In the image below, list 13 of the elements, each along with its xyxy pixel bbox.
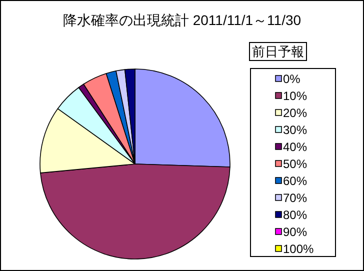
legend-label: 0% <box>283 72 301 86</box>
chart-title: 降水確率の出現統計 2011/11/1～11/30 <box>62 12 302 28</box>
legend-title: 前日予報 <box>252 44 304 59</box>
legend-label: 100% <box>283 242 314 256</box>
legend-label: 80% <box>283 208 308 222</box>
legend-label: 40% <box>283 140 308 154</box>
legend-label: 10% <box>283 89 308 103</box>
legend-label: 90% <box>283 225 308 239</box>
legend-label: 60% <box>283 174 308 188</box>
legend-label: 30% <box>283 123 308 137</box>
legend-label: 70% <box>283 191 308 205</box>
legend-label: 50% <box>283 157 308 171</box>
legend-label: 20% <box>283 106 308 120</box>
